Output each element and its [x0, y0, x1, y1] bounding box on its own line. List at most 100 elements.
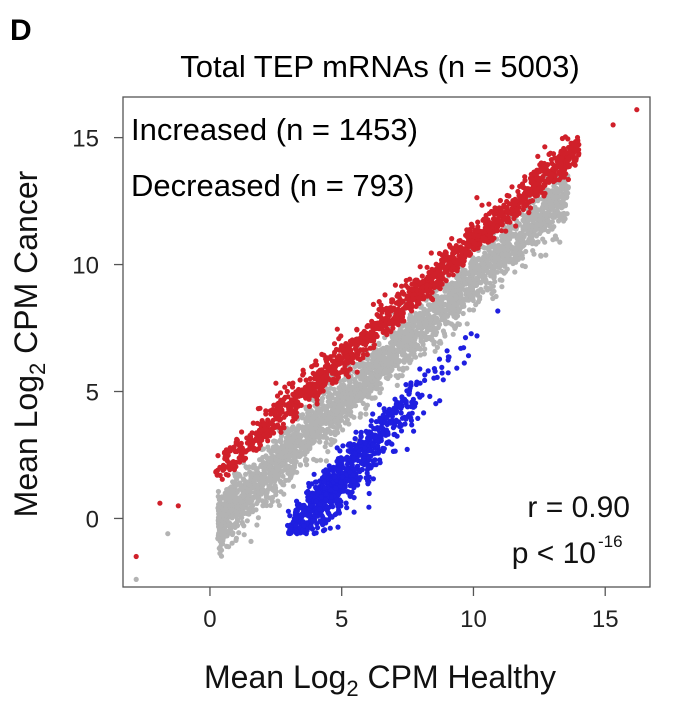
unchanged-point: [481, 265, 487, 271]
unchanged-point: [388, 352, 394, 358]
unchanged-point: [362, 385, 368, 391]
unchanged-point: [223, 502, 229, 508]
unchanged-point: [318, 457, 324, 463]
unchanged-point: [494, 254, 500, 260]
increased-point: [251, 438, 257, 444]
unchanged-point: [363, 411, 369, 417]
unchanged-point: [499, 284, 505, 290]
increased-point: [334, 326, 340, 332]
increased-point: [520, 206, 527, 213]
unchanged-point: [502, 262, 508, 268]
unchanged-point: [268, 502, 274, 508]
decreased-point: [301, 508, 307, 514]
unchanged-point: [468, 259, 474, 266]
unchanged-point: [275, 498, 281, 504]
unchanged-point: [553, 236, 560, 242]
increased-point: [287, 409, 293, 415]
unchanged-point: [261, 467, 267, 474]
unchanged-point: [408, 357, 414, 363]
unchanged-point: [351, 414, 357, 420]
unchanged-point: [454, 302, 460, 308]
unchanged-point: [479, 273, 486, 279]
unchanged-point: [401, 335, 407, 341]
unchanged-point: [234, 476, 240, 482]
increased-point: [436, 262, 442, 268]
increased-point: [487, 220, 493, 226]
unchanged-point: [283, 477, 289, 483]
unchanged-point: [455, 321, 461, 327]
increased-point: [463, 249, 469, 256]
decreased-point: [356, 477, 362, 483]
unchanged-point: [553, 200, 560, 206]
unchanged-point: [499, 251, 505, 257]
increased-point: [370, 301, 376, 307]
unchanged-point: [404, 343, 410, 349]
unchanged-point: [418, 316, 425, 322]
increased-point: [443, 264, 449, 271]
decreased-point: [465, 353, 472, 359]
unchanged-point: [280, 473, 286, 479]
unchanged-point: [285, 430, 291, 436]
decreased-point: [436, 356, 443, 362]
increased-point: [513, 198, 519, 204]
increased-point: [257, 442, 263, 448]
unchanged-point: [389, 347, 395, 353]
unchanged-point: [319, 398, 325, 404]
unchanged-point: [519, 255, 526, 261]
unchanged-point: [436, 321, 442, 327]
increased-point: [364, 324, 370, 330]
unchanged-point: [228, 484, 234, 490]
increased-point: [405, 285, 411, 291]
increased-point: [480, 235, 486, 241]
unchanged-point: [278, 445, 284, 451]
increased-point: [386, 321, 392, 327]
increased-point: [354, 327, 360, 333]
increased-point: [381, 316, 387, 322]
unchanged-point: [432, 348, 438, 354]
decreased-point: [363, 428, 369, 434]
unchanged-point: [344, 417, 350, 423]
decreased-point: [332, 474, 338, 480]
decreased-point: [371, 425, 377, 432]
unchanged-point: [449, 305, 455, 311]
unchanged-point: [520, 243, 526, 249]
unchanged-point: [270, 438, 277, 444]
decreased-point: [388, 420, 394, 426]
increased-point: [464, 242, 470, 248]
unchanged-point: [421, 310, 427, 316]
unchanged-point: [415, 323, 421, 330]
decreased-point: [351, 509, 357, 515]
unchanged-point: [464, 321, 470, 327]
decreased-point: [362, 450, 368, 457]
unchanged-point: [520, 217, 526, 223]
increased-point: [414, 299, 420, 305]
unchanged-point: [475, 263, 481, 269]
unchanged-point: [388, 368, 394, 374]
increased-point: [559, 135, 566, 142]
unchanged-point: [338, 413, 344, 419]
unchanged-point: [454, 313, 461, 319]
increased-point: [535, 176, 541, 182]
increased-point: [460, 256, 466, 262]
unchanged-point: [292, 443, 298, 449]
decreased-point: [321, 468, 327, 474]
increased-point: [541, 193, 547, 199]
increased-point: [271, 430, 277, 436]
increased-point: [473, 241, 479, 247]
increased-point: [457, 238, 463, 244]
decreased-point: [366, 504, 372, 510]
unchanged-point: [512, 245, 518, 251]
decreased-point: [389, 410, 395, 416]
increased-point: [429, 277, 435, 283]
unchanged-point: [521, 213, 527, 219]
decreased-point: [347, 483, 353, 489]
unchanged-point: [372, 395, 378, 401]
increased-point: [446, 260, 452, 266]
unchanged-point: [260, 476, 266, 482]
decreased-point: [370, 411, 376, 417]
decreased-point: [321, 479, 327, 485]
unchanged-point: [258, 463, 264, 469]
unchanged-point: [537, 222, 543, 228]
decreased-point: [458, 345, 464, 351]
increased-point: [424, 283, 430, 289]
